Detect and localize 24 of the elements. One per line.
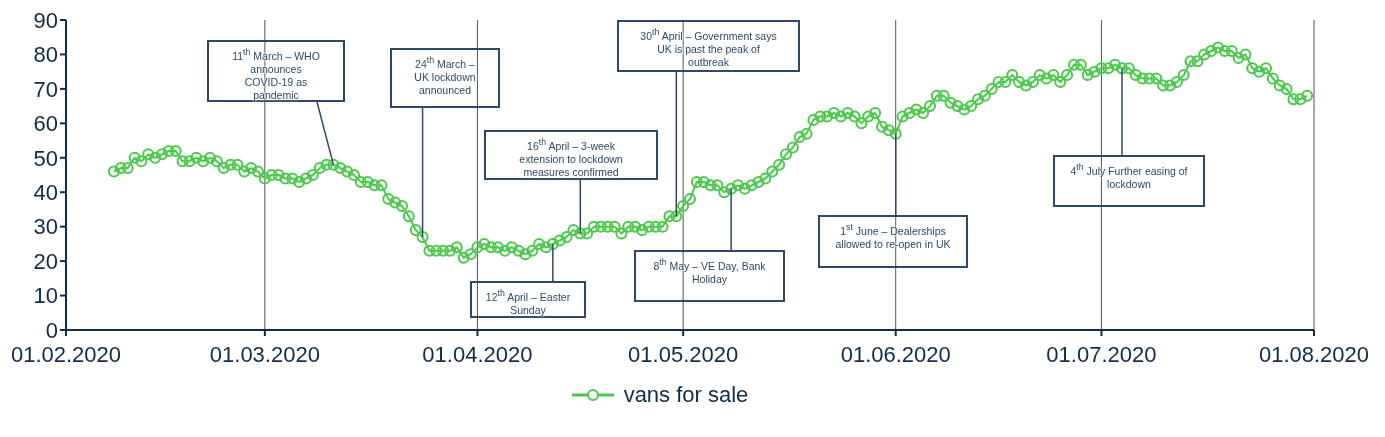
y-tick-label: 40 <box>33 180 58 206</box>
x-tick-label: 01.03.2020 <box>209 341 320 367</box>
y-tick-label: 30 <box>33 214 58 240</box>
y-tick-label: 60 <box>33 111 58 137</box>
y-tick-label: 50 <box>33 145 58 171</box>
x-tick-label: 01.06.2020 <box>840 341 951 367</box>
x-tick-label: 01.02.2020 <box>10 341 122 367</box>
legend-label: vans for sale <box>623 382 749 408</box>
x-tick-label: 01.05.2020 <box>628 341 739 367</box>
y-tick-label: 20 <box>33 248 58 274</box>
annotation: 12$^{th}$ April – Easter Sunday <box>470 281 586 318</box>
annotation: 30$^{th}$ April – Government says UK is past the peak of outbreak <box>617 20 800 72</box>
annotation: 24$^{th}$ March – UK lockdown announced <box>390 48 500 108</box>
y-tick-label: 70 <box>33 76 58 102</box>
x-tick-label: 01.04.2020 <box>422 341 533 367</box>
x-tick-label: 01.07.2020 <box>1046 341 1157 367</box>
annotation: 11$^{th}$ March – WHO announces COVID-19 as pandemic <box>207 40 345 102</box>
x-tick-label: 01.08.2020 <box>1258 341 1370 367</box>
y-tick-label: 80 <box>33 42 58 68</box>
y-tick-label: 0 <box>45 317 58 343</box>
y-tick-label: 90 <box>33 7 58 33</box>
y-tick-label: 10 <box>33 283 58 309</box>
annotation: 16$^{th}$ April – 3-week extension to lockdown measures confirmed <box>484 130 658 180</box>
annotation: 8$^{th}$ May – VE Day, Bank Holiday <box>634 250 785 302</box>
